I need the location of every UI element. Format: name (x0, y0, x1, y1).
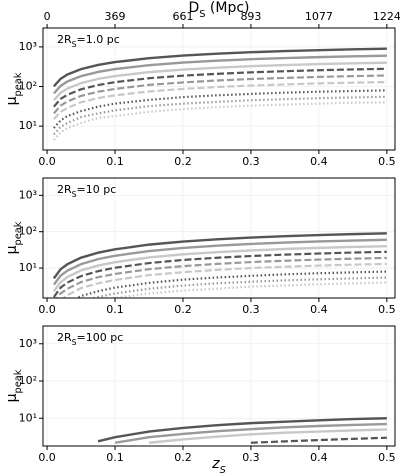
annotation-part: 2R (57, 331, 72, 344)
line-series (53, 80, 387, 120)
annotation-part: =10 pc (77, 183, 117, 196)
x-tick-label: 0.5 (378, 303, 396, 316)
x-tick-label: 0.1 (106, 451, 124, 464)
x-tick-label: 0.3 (242, 303, 260, 316)
annotation: 2RS=10 pc (57, 183, 116, 199)
x-axis-title: zS (211, 456, 226, 473)
annotation: 2RS=100 pc (57, 331, 123, 347)
x2-axis-title: DS (Mpc) (188, 0, 249, 20)
x2-tick-label: 661 (172, 10, 193, 23)
x2-tick-label: 0 (44, 10, 51, 23)
y-tick-label: 10³ (19, 337, 37, 350)
annotation: 2RS=1.0 pc (57, 33, 120, 49)
x2-tick-label: 369 (105, 10, 126, 23)
x-tick-label: 0.4 (310, 451, 328, 464)
x2-axis-title-part: (Mpc) (205, 0, 249, 16)
x-tick-label: 0.0 (38, 155, 56, 168)
annotation-part: S (72, 190, 77, 199)
x-tick-label: 0.2 (174, 303, 192, 316)
x2-tick-label: 1224 (373, 10, 400, 23)
y-axis-title: μpeak (4, 72, 24, 105)
x-tick-label: 0.5 (378, 451, 396, 464)
annotation-part: S (72, 40, 77, 49)
x2-axis-title-part: S (199, 9, 205, 20)
annotation-part: 2R (57, 183, 72, 196)
x-axis-title-part: z (211, 456, 220, 472)
line-series (53, 89, 387, 129)
y-axis-title-part: peak (13, 221, 24, 245)
y-axis-title-part: μ (4, 245, 20, 254)
line-series (114, 422, 387, 444)
axes-frame (42, 325, 396, 447)
axes-frame (42, 27, 396, 151)
y-tick-label: 10² (19, 374, 37, 387)
y-axis-title-part: peak (13, 369, 24, 393)
line-series (250, 436, 387, 444)
y-axis-title-part: μ (4, 393, 20, 402)
y-axis-title-part: μ (4, 96, 20, 105)
plot-area (52, 232, 387, 298)
line-series (52, 232, 387, 280)
line-series (52, 54, 387, 95)
x-tick-label: 0.0 (38, 451, 56, 464)
x-tick-label: 0.2 (174, 451, 192, 464)
line-series (53, 74, 387, 115)
line-series (74, 270, 387, 298)
line-series (52, 238, 387, 286)
line-series (52, 244, 387, 292)
plot-area (52, 47, 387, 141)
x-tick-label: 0.5 (378, 155, 396, 168)
x-tick-label: 0.4 (310, 303, 328, 316)
x-tick-label: 0.0 (38, 303, 56, 316)
line-series (148, 428, 387, 444)
y-tick-label: 10³ (19, 40, 37, 53)
line-series (52, 61, 387, 102)
line-series (56, 256, 387, 298)
annotation-part: S (72, 338, 77, 347)
line-series (89, 276, 387, 298)
line-series (61, 262, 387, 298)
line-series (53, 101, 387, 141)
x-tick-label: 0.1 (106, 303, 124, 316)
y-axis-title: μpeak (4, 369, 24, 402)
y-tick-label: 10¹ (19, 411, 37, 424)
x-tick-label: 0.3 (242, 155, 260, 168)
annotation-part: 2R (57, 33, 72, 46)
x-tick-label: 0.2 (174, 155, 192, 168)
x2-tick-label: 1077 (305, 10, 333, 23)
line-series (53, 95, 387, 136)
x2-tick-label: 893 (240, 10, 261, 23)
line-series (97, 417, 387, 443)
x2-axis-title-part: D (188, 0, 199, 16)
annotation-part: =100 pc (77, 331, 124, 344)
y-tick-label: 10¹ (19, 119, 37, 132)
x-tick-label: 0.1 (106, 155, 124, 168)
y-axis-title-part: peak (13, 72, 24, 96)
annotation-part: =1.0 pc (77, 33, 120, 46)
y-tick-label: 10¹ (19, 261, 37, 274)
y-tick-label: 10³ (19, 188, 37, 201)
line-series (52, 47, 387, 88)
line-series (52, 250, 387, 298)
line-series (53, 67, 387, 108)
plot-area (97, 417, 387, 444)
y-tick-label: 10² (19, 225, 37, 238)
line-series (109, 281, 387, 298)
x-tick-label: 0.4 (310, 155, 328, 168)
y-tick-label: 10² (19, 80, 37, 93)
x-tick-label: 0.3 (242, 451, 260, 464)
y-axis-title: μpeak (4, 221, 24, 254)
axes-frame (42, 177, 396, 299)
x-axis-title-part: S (220, 465, 226, 473)
